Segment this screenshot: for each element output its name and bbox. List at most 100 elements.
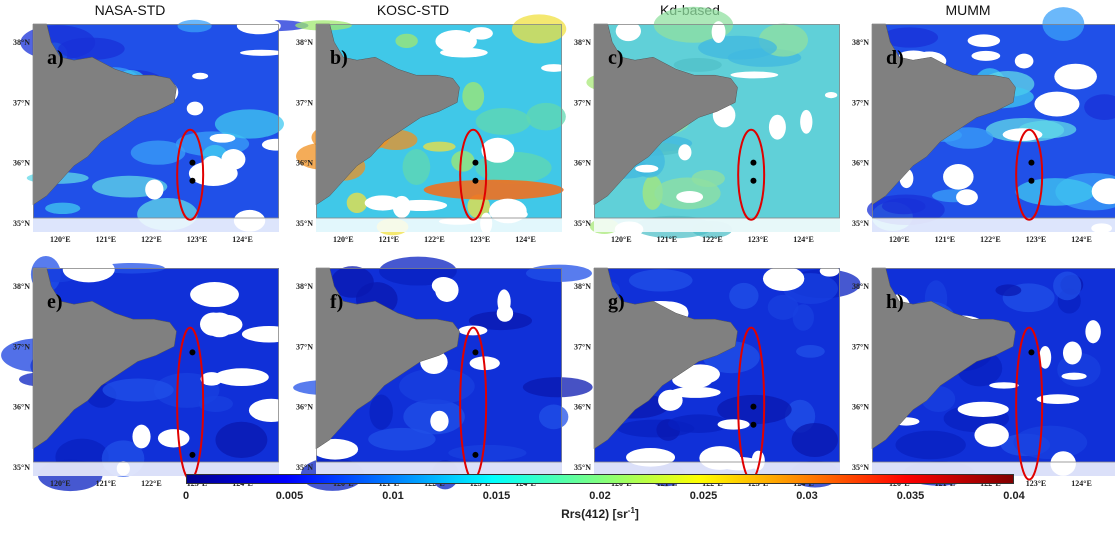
value-patch [346,192,368,214]
lon-tick-label: 120°E [333,235,354,244]
map-svg: 38°N37°N36°N35°N120°E121°E122°E123°E124°… [293,256,593,491]
map-panel: 38°N 37°N 36°N 35°N 120°E 121°E 122°E 123°E 124°… [13,17,309,246]
cloud-gap [488,198,527,224]
value-patch [402,149,431,186]
cloud-gap [316,462,562,476]
lon-tick-label: 124°E [1071,479,1092,488]
lat-tick-label: 36°N [574,159,591,168]
lon-tick-label: 124°E [232,235,253,244]
lat-tick-label: 35°N [852,219,869,228]
cloud-gap [1039,345,1052,369]
map-frame [316,268,562,463]
lat-tick-label: 36°N [13,159,30,168]
cloud-gap [711,21,726,43]
value-patch [423,141,456,152]
panel-label: c) [608,47,624,69]
lat-tick-label: 37°N [13,98,30,107]
cloud-gap [1036,394,1080,405]
lon-tick-label: 120°E [611,235,632,244]
value-patch [1013,425,1088,460]
cloud-gap [967,34,1001,47]
lon-tick-label: 124°E [1071,235,1092,244]
map-frame [872,268,1115,463]
cloud-gap [594,218,840,232]
lon-tick-label: 121°E [935,235,956,244]
lat-tick-label: 38°N [852,38,869,47]
lat-tick-label: 36°N [296,159,313,168]
value-patch [215,421,268,459]
cloud-gap [989,382,1019,389]
cloud-gap [481,137,515,163]
value-patch [511,14,567,44]
cloud-gap [157,429,190,448]
lon-tick-label: 124°E [515,235,536,244]
station-point [472,451,479,458]
cloud-gap [214,368,269,387]
lat-tick-label: 35°N [13,463,30,472]
colorbar-tick-label: 0.04 [1003,490,1025,502]
cloud-gap [435,29,477,53]
highlight-ellipse [1015,326,1044,481]
panel-label: g) [608,291,625,313]
lat-tick-label: 35°N [13,219,30,228]
value-patch [1053,271,1082,301]
value-patch [881,27,939,48]
value-patch [796,345,825,358]
value-patch [451,150,475,172]
lon-tick-label: 123°E [1026,235,1047,244]
cloud-gap [316,218,562,232]
land-mass [871,23,1016,206]
lon-tick-label: 122°E [980,235,1001,244]
lat-tick-label: 35°N [574,219,591,228]
cloud-gap [872,218,1115,232]
value-patch [130,140,186,165]
value-patch [399,368,475,405]
lat-tick-label: 35°N [852,463,869,472]
cloud-gap [1014,53,1034,69]
colorbar-label: Rrs(412) [sr-1] [561,506,639,521]
cloud-gap [730,71,779,79]
lat-tick-label: 37°N [296,98,313,107]
lon-tick-label: 121°E [96,235,117,244]
map-frame [316,24,562,219]
value-patch [673,57,722,72]
cloud-gap [971,50,1001,61]
lon-tick-label: 123°E [1026,479,1047,488]
highlight-ellipse [737,128,766,221]
value-patch [58,37,125,60]
station-point [189,451,196,458]
station-point [472,349,479,356]
value-patch [395,33,418,48]
value-patch [729,282,759,310]
cloud-gap [188,160,238,186]
colorbar-tick-label: 0.01 [382,490,404,502]
cloud-gap [800,109,813,134]
station-point [750,159,757,166]
highlight-ellipse [1015,128,1044,221]
value-patch [628,269,693,292]
lat-tick-label: 37°N [574,342,591,351]
cloud-gap [1054,63,1097,90]
cloud-gap [1085,320,1101,344]
map-frame [872,24,1115,219]
value-patch [767,294,799,320]
cloud-gap [658,389,683,411]
colorbar [186,474,1014,484]
lat-tick-label: 38°N [296,282,313,291]
cloud-gap [469,27,493,40]
cloud-gap [392,195,411,218]
cloud-gap [1061,372,1087,380]
cloud-gap [33,218,279,232]
value-patch [522,377,593,398]
cloud-gap [431,276,456,295]
land-mass [593,267,738,450]
cloud-gap [241,325,297,343]
lat-tick-label: 37°N [13,342,30,351]
map-frame [33,268,279,463]
cloud-gap [239,49,284,56]
cloud-gap [676,190,704,203]
lat-tick-label: 37°N [296,342,313,351]
lon-tick-label: 122°E [424,235,445,244]
